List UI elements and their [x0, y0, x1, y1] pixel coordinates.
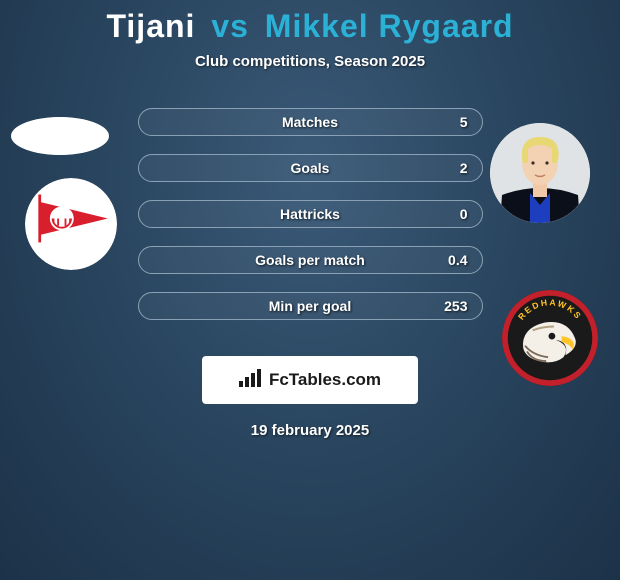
stat-label: Hattricks [280, 206, 340, 222]
stat-label: Goals [291, 160, 330, 176]
stat-row: Min per goal 253 [138, 292, 483, 320]
stat-right-value: 0 [460, 206, 468, 222]
player2-name: Mikkel Rygaard [265, 8, 514, 44]
stat-row: Hattricks 0 [138, 200, 483, 228]
stat-label: Min per goal [269, 298, 351, 314]
stat-label: Goals per match [255, 252, 365, 268]
player2-portrait [490, 123, 590, 223]
stat-row: Goals 2 [138, 154, 483, 182]
brand-badge: FcTables.com [202, 356, 418, 404]
player1-club-logo [25, 178, 117, 270]
stat-row: Matches 5 [138, 108, 483, 136]
player2-club-logo: REDHAWKS [502, 290, 598, 386]
date-label: 19 february 2025 [0, 422, 620, 439]
vs-separator: vs [211, 8, 249, 44]
player1-portrait [11, 117, 109, 155]
brand-label: FcTables.com [269, 370, 381, 390]
page-title: Tijani vs Mikkel Rygaard [0, 8, 620, 45]
stat-right-value: 5 [460, 114, 468, 130]
bar-chart-icon [239, 369, 263, 392]
stats-list: Matches 5 Goals 2 Hattricks 0 Goals per … [138, 108, 483, 320]
subtitle: Club competitions, Season 2025 [0, 53, 620, 70]
stat-label: Matches [282, 114, 338, 130]
player1-name: Tijani [106, 8, 195, 44]
stat-right-value: 2 [460, 160, 468, 176]
stat-right-value: 253 [444, 298, 467, 314]
stat-row: Goals per match 0.4 [138, 246, 483, 274]
stat-right-value: 0.4 [448, 252, 467, 268]
